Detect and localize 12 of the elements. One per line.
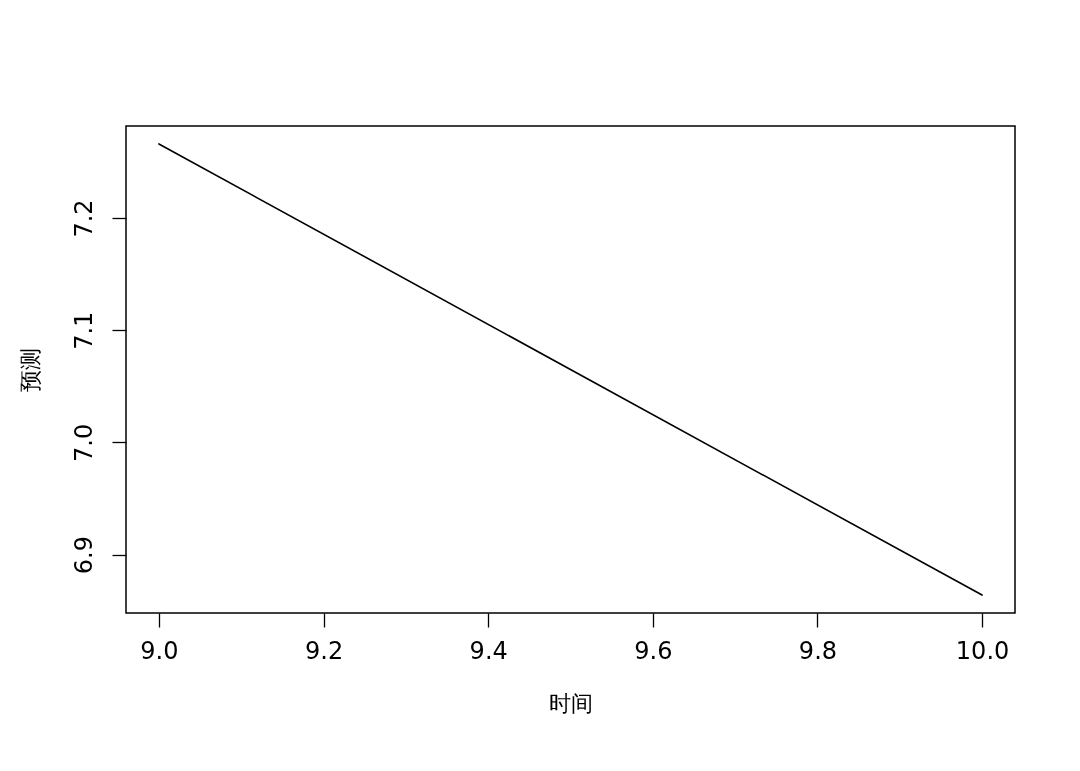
- x-tick-label: 9.0: [140, 636, 179, 665]
- y-tick-label: 6.9: [69, 536, 98, 575]
- y-tick-label: 7.1: [69, 311, 98, 350]
- x-tick-label: 10.0: [955, 636, 1010, 665]
- y-axis-title: 预测: [17, 348, 43, 392]
- x-tick-label: 9.4: [469, 636, 508, 665]
- x-tick-label: 9.2: [304, 636, 344, 665]
- y-tick-label: 7.0: [69, 423, 98, 463]
- y-tick-label: 7.2: [69, 199, 98, 238]
- x-axis-title: 时间: [549, 690, 593, 716]
- x-tick-label: 9.6: [634, 636, 673, 665]
- x-tick-label: 9.8: [798, 636, 838, 665]
